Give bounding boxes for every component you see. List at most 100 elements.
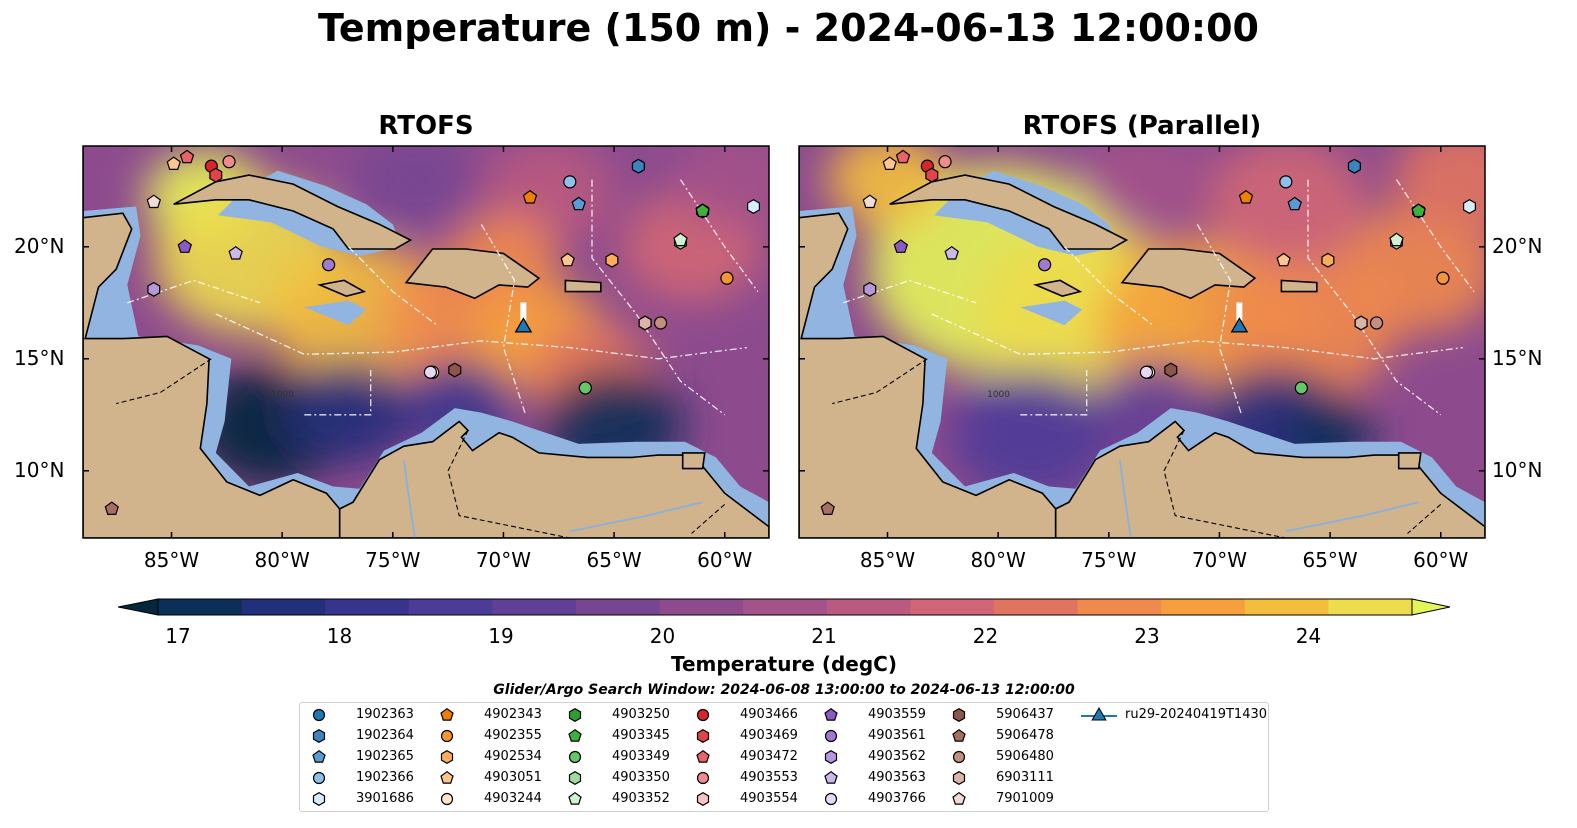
float-marker <box>1276 252 1291 267</box>
colorbar-tick-label: 22 <box>972 624 999 648</box>
legend-label: 4903469 <box>740 728 798 743</box>
float-marker <box>177 239 193 253</box>
land <box>1054 420 1485 538</box>
river <box>1118 459 1132 538</box>
float-marker <box>1462 199 1477 214</box>
legend-symbol <box>440 707 454 721</box>
land <box>1280 279 1318 293</box>
legend-marker <box>824 770 838 784</box>
colorbar-tick-label: 20 <box>649 624 676 648</box>
lon-tick-label: 65°W <box>1302 548 1358 572</box>
legend-label: 5906478 <box>996 728 1054 743</box>
legend-symbol <box>312 792 326 806</box>
float-marker <box>1238 189 1254 204</box>
legend: 1902363 1902364 1902365 1902366 3901686 49023… <box>299 702 1269 812</box>
legend-marker <box>312 729 326 743</box>
glider-marker <box>1230 317 1249 333</box>
legend-label: 4903349 <box>612 749 670 764</box>
country-border <box>1163 430 1286 538</box>
float-marker <box>631 158 645 174</box>
lon-tick-label: 80°W <box>970 548 1026 572</box>
eez-boundary <box>931 313 1463 360</box>
float-marker <box>179 149 195 164</box>
float-marker <box>1038 258 1052 272</box>
legend-marker <box>952 750 966 764</box>
colorbar-tick-label: 21 <box>811 624 837 648</box>
shelf-region <box>304 300 367 326</box>
legend-label: 1902364 <box>356 728 414 743</box>
eez-boundary <box>843 279 977 304</box>
lon-tick-label: 85°W <box>859 548 916 572</box>
float-marker <box>938 155 952 169</box>
legend-marker <box>696 729 710 743</box>
legend-label: 4903051 <box>484 770 542 785</box>
colorbar-tick-label: 17 <box>165 624 191 648</box>
float-marker <box>1369 316 1384 330</box>
legend-label: 1902365 <box>356 749 414 764</box>
float-marker <box>862 194 878 209</box>
legend-label: 7901009 <box>996 791 1054 806</box>
legend-marker <box>568 708 582 722</box>
float-marker <box>605 252 619 268</box>
legend-marker <box>696 749 710 763</box>
country-border <box>691 503 726 534</box>
glider-marker <box>514 317 533 333</box>
float-marker <box>448 362 462 378</box>
legend-marker <box>696 708 710 722</box>
lon-tick-label: 75°W <box>365 548 421 572</box>
colorbar-tick-label: 18 <box>326 624 353 648</box>
float-marker <box>146 194 162 209</box>
float-marker <box>720 271 734 285</box>
legend-symbol <box>696 771 710 785</box>
legend-label: 5906437 <box>996 707 1054 722</box>
legend-marker <box>824 792 838 806</box>
legend-symbol <box>440 770 454 784</box>
country-border <box>116 358 212 405</box>
legend-symbol <box>696 729 710 743</box>
colorbar-segment <box>325 599 410 615</box>
shelf-region <box>83 206 769 538</box>
legend-symbol <box>696 749 710 763</box>
colorbar-segment <box>492 599 577 615</box>
float-marker <box>653 316 668 330</box>
map-frame <box>798 145 1486 539</box>
map-panel-rtofs: 1000 <box>82 145 770 539</box>
legend-marker <box>440 792 454 806</box>
float-marker <box>209 167 223 183</box>
eez-boundary <box>1196 224 1243 416</box>
colorbar-segment <box>826 599 911 615</box>
float-marker <box>1279 175 1293 189</box>
legend-marker <box>568 771 582 785</box>
float-marker <box>695 203 710 218</box>
river <box>569 501 703 533</box>
float-marker <box>1436 271 1450 285</box>
legend-label: 4902355 <box>484 728 542 743</box>
legend-symbol <box>824 750 838 764</box>
float-marker <box>104 501 119 515</box>
legend-label: ru29-20240419T1430 <box>1125 707 1268 722</box>
eez-boundary <box>1020 370 1088 416</box>
float-marker <box>1347 158 1361 174</box>
float-marker <box>638 315 652 331</box>
legend-marker <box>440 770 454 784</box>
land <box>1033 279 1083 297</box>
legend-marker <box>440 750 454 764</box>
map-frame <box>82 145 770 539</box>
float-marker <box>423 365 438 379</box>
legend-label: 4903553 <box>740 770 798 785</box>
legend-marker <box>952 708 966 722</box>
float-marker <box>925 167 939 183</box>
float-marker <box>222 155 236 169</box>
lon-tick-label: 70°W <box>1191 548 1248 572</box>
legend-marker <box>440 729 454 743</box>
legend-label: 4903352 <box>612 791 670 806</box>
colorbar-segment <box>408 599 493 615</box>
legend-marker <box>952 728 966 742</box>
land <box>404 248 541 300</box>
legend-label: 1902363 <box>356 707 414 722</box>
legend-symbol <box>312 749 326 763</box>
land <box>173 174 413 250</box>
legend-label: 4903472 <box>740 749 798 764</box>
river <box>402 459 416 538</box>
lat-tick-label: 20°N <box>14 233 65 258</box>
